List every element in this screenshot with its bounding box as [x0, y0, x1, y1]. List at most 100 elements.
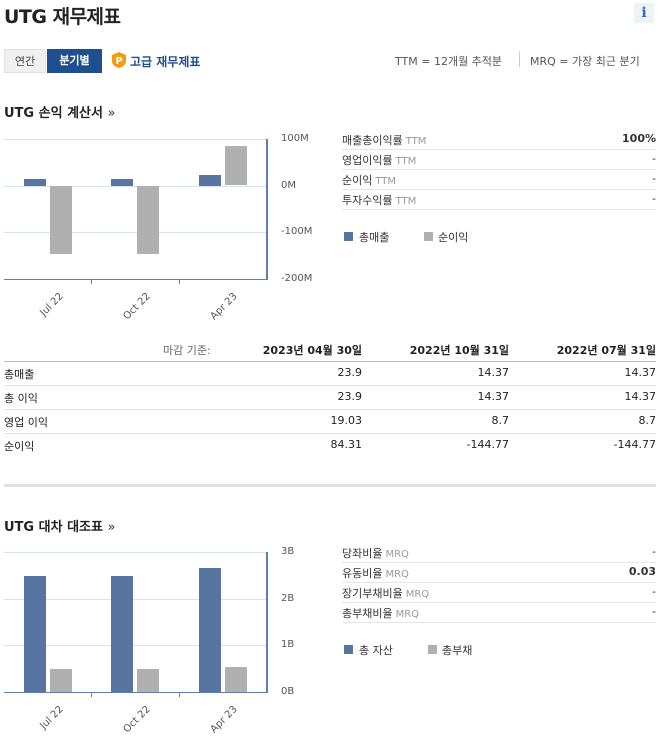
ratio-label-text: 투자수익률 [342, 194, 393, 207]
income-ratio-row: 순이익 TTM - [342, 169, 656, 190]
chart-gridline [4, 139, 266, 140]
chart-bar[interactable] [111, 179, 133, 186]
chart-y-axis [266, 139, 268, 279]
ratio-label-text: 장기부채비율 [342, 587, 403, 600]
ratio-period-tag: MRQ [385, 549, 409, 560]
ratio-value: - [652, 192, 656, 205]
chart-gridline [4, 232, 266, 233]
chart-bar[interactable] [199, 175, 221, 186]
x-tick-mark [91, 692, 92, 697]
table-cell: 14.37 [477, 366, 510, 379]
chart-bar[interactable] [111, 576, 133, 692]
date-label: 마감 기준: [163, 344, 211, 357]
legend-swatch-total-liabilities [428, 645, 437, 654]
ratio-value: 100% [622, 132, 656, 145]
ratio-period-tag: MRQ [395, 609, 420, 620]
chart-bar[interactable] [199, 568, 221, 692]
legend-total-liabilities: 총부채 [442, 644, 473, 657]
ratio-value: - [652, 172, 656, 185]
info-icon[interactable]: i [634, 3, 654, 23]
ttm-note: TTM = 12개월 추적분 [395, 55, 503, 68]
chart-bar[interactable] [50, 186, 72, 254]
ratio-label: 총부채비율 MRQ [342, 605, 419, 621]
legend-revenue: 총매출 [359, 231, 390, 244]
balance-ratio-row: 당좌비율 MRQ - [342, 542, 656, 563]
chart-bar[interactable] [225, 146, 247, 185]
ratio-label-text: 당좌비율 [342, 547, 383, 560]
balance-section-title[interactable]: UTG 대차 대조표 » [4, 516, 115, 535]
tab-annual[interactable]: 연간 [4, 49, 46, 73]
y-tick-label: -200M [281, 273, 313, 284]
balance-chart: 3B 2B 1B 0B Jul 22 Oct 22 Apr 23 [4, 546, 309, 740]
pro-p-icon[interactable]: P [112, 52, 126, 68]
chart-gridline [4, 186, 266, 187]
income-ratio-row: 영업이익률 TTM - [342, 149, 656, 170]
chart-bar[interactable] [137, 669, 159, 692]
svg-text:P: P [115, 56, 122, 67]
table-row-divider [4, 409, 656, 410]
ratio-label: 장기부채비율 MRQ [342, 585, 429, 601]
chart-x-axis [4, 279, 268, 280]
income-section-title[interactable]: UTG 손익 계산서 » [4, 102, 115, 121]
balance-ratio-row: 장기부채비율 MRQ - [342, 582, 656, 603]
ratio-value: - [652, 152, 656, 165]
more-arrow-icon[interactable]: » [107, 106, 116, 121]
y-tick-label: 3B [281, 546, 295, 557]
table-cell: 84.31 [330, 438, 363, 451]
tab-quarterly[interactable]: 분기별 [47, 49, 102, 73]
x-tick-mark [179, 279, 180, 284]
ratio-period-tag: MRQ [405, 589, 430, 600]
balance-ratio-row: 유동비율 MRQ 0.03 [342, 562, 656, 583]
ratio-period-tag: TTM [405, 136, 427, 147]
x-tick-mark [91, 279, 92, 284]
legend-swatch-net-income [424, 232, 433, 241]
x-tick-label: Apr 23 [208, 704, 240, 736]
chart-gridline [4, 645, 266, 646]
y-tick-label: 2B [281, 593, 295, 604]
ratio-label-text: 영업이익률 [342, 154, 393, 167]
chart-bar[interactable] [137, 186, 159, 254]
balance-title-text[interactable]: UTG 대차 대조표 [4, 520, 103, 535]
table-cell: 8.7 [491, 414, 510, 427]
income-title-text[interactable]: UTG 손익 계산서 [4, 106, 103, 121]
ratio-label-text: 유동비율 [342, 567, 383, 580]
ratio-period-tag: TTM [375, 176, 397, 187]
chart-bar[interactable] [225, 667, 247, 692]
y-tick-label: 1B [281, 639, 295, 650]
advanced-financials-link[interactable]: 고급 재무제표 [130, 55, 201, 69]
table-cell: 19.03 [330, 414, 363, 427]
x-tick-label: Oct 22 [121, 291, 153, 323]
ratio-value: - [652, 585, 656, 598]
x-tick-label: Jul 22 [38, 291, 66, 319]
y-tick-label: 0M [281, 180, 296, 191]
table-row-label: 순이익 [4, 440, 35, 453]
table-cell: 23.9 [337, 390, 363, 403]
legend-net-income: 순이익 [438, 231, 469, 244]
x-tick-label: Oct 22 [121, 704, 153, 736]
legend-total-assets: 총 자산 [359, 644, 393, 657]
table-cell: 14.37 [624, 366, 657, 379]
table-cell: -144.77 [466, 438, 509, 451]
more-arrow-icon[interactable]: » [107, 520, 116, 535]
y-tick-label: -100M [281, 226, 313, 237]
date-col-1: 2023년 04월 30일 [262, 344, 362, 357]
chart-bar[interactable] [24, 179, 46, 186]
page-title: UTG 재무제표 [4, 6, 121, 28]
ratio-period-tag: TTM [395, 156, 417, 167]
mrq-note: MRQ = 가장 최근 분기 [530, 55, 640, 68]
ratio-label-text: 매출총이익률 [342, 134, 403, 147]
ratio-label: 매출총이익률 TTM [342, 132, 426, 148]
balance-ratio-row: 총부채비율 MRQ - [342, 602, 656, 623]
ratio-value: 0.03 [628, 565, 656, 578]
ratio-value: - [652, 545, 656, 558]
chart-bar[interactable] [50, 669, 72, 692]
table-cell: 14.37 [624, 390, 657, 403]
table-row-label: 영업 이익 [4, 416, 48, 429]
date-col-3: 2022년 07월 31일 [556, 344, 656, 357]
table-cell: -144.77 [613, 438, 656, 451]
ratio-label-text: 순이익 [342, 174, 373, 187]
legend-swatch-revenue [344, 232, 353, 241]
chart-gridline [4, 552, 266, 553]
chart-bar[interactable] [24, 576, 46, 692]
table-row-divider [4, 385, 656, 386]
